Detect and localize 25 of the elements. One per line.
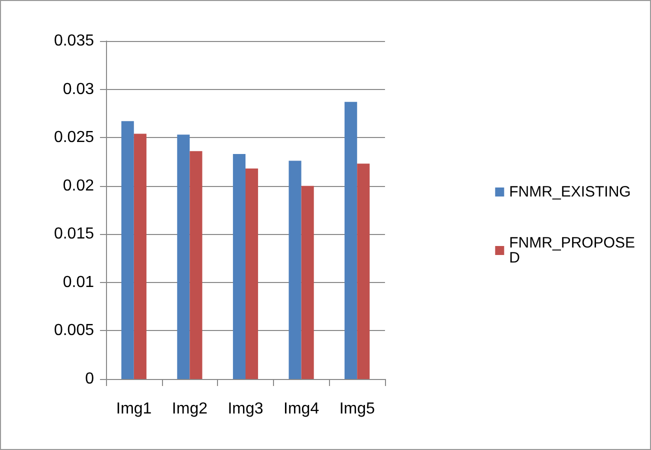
bar [357,164,370,379]
legend-label: FNMR_PROPOSED [509,234,636,266]
bar [344,102,358,379]
bar [288,160,302,379]
bar [177,134,190,379]
bar [301,186,314,379]
y-tick-label: 0.03 [62,80,94,98]
x-tick-label: Img2 [172,400,208,418]
x-tick-label: Img1 [116,400,152,418]
y-tick-label: 0.025 [54,129,94,146]
y-tick-label: 0.035 [54,32,94,50]
bar [121,121,134,379]
bar [190,151,202,379]
y-tick-label: 0.015 [54,226,94,243]
bar [246,168,258,379]
y-tick-label: 0 [85,370,94,388]
x-tick-label: Img3 [228,400,264,418]
x-tick-label: Img4 [284,400,320,418]
y-tick-label: 0.005 [54,322,94,340]
y-tick-label: 0.01 [62,274,94,291]
legend-label: FNMR_EXISTING [509,184,631,200]
bar [232,154,246,379]
y-tick-label: 0.02 [62,177,94,194]
x-tick-label: Img5 [339,400,375,418]
bar [134,134,146,379]
